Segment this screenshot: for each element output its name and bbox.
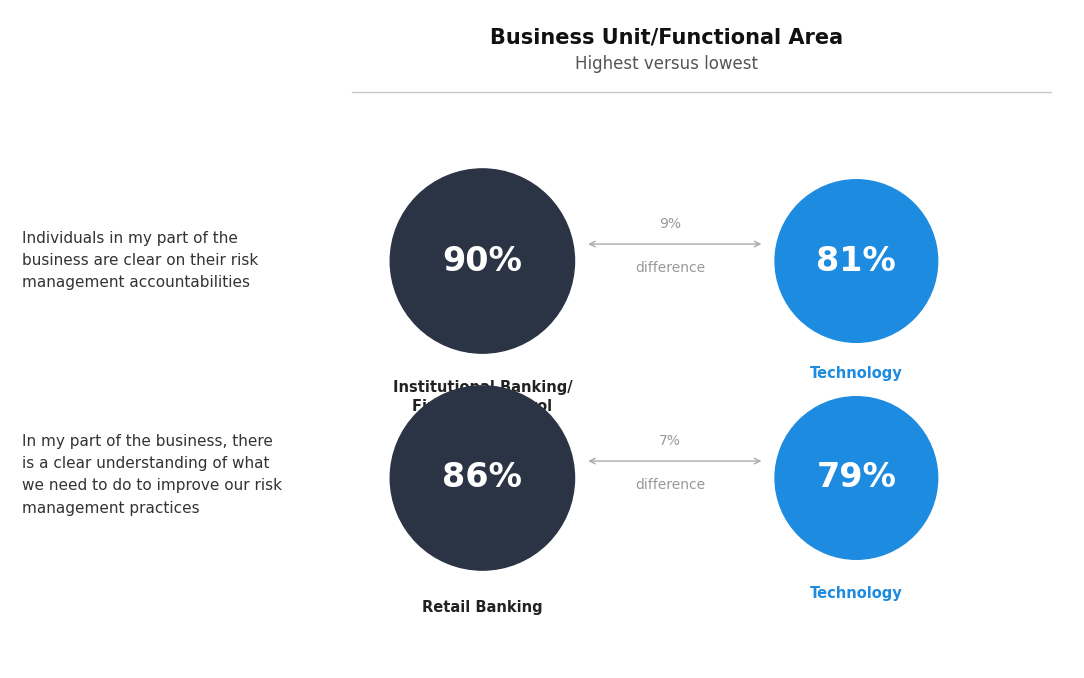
Text: 9%: 9%	[659, 217, 681, 231]
Text: In my part of the business, there
is a clear understanding of what
we need to do: In my part of the business, there is a c…	[22, 434, 282, 515]
Text: Individuals in my part of the
business are clear on their risk
management accoun: Individuals in my part of the business a…	[22, 231, 258, 290]
Ellipse shape	[390, 386, 575, 570]
Text: Business Unit/Functional Area: Business Unit/Functional Area	[490, 27, 843, 47]
Text: Technology: Technology	[810, 366, 903, 381]
Ellipse shape	[775, 397, 938, 559]
Text: 86%: 86%	[442, 462, 522, 494]
Text: 81%: 81%	[816, 245, 896, 277]
Text: 90%: 90%	[442, 245, 522, 277]
Ellipse shape	[390, 169, 575, 353]
Text: Highest versus lowest: Highest versus lowest	[576, 56, 758, 73]
Text: Retail Banking: Retail Banking	[422, 600, 543, 615]
Text: Institutional Banking/
Financial Control: Institutional Banking/ Financial Control	[392, 380, 572, 414]
Text: Technology: Technology	[810, 586, 903, 601]
Ellipse shape	[775, 180, 938, 342]
Text: difference: difference	[635, 261, 705, 275]
Text: 7%: 7%	[659, 434, 681, 447]
Text: 79%: 79%	[816, 462, 896, 494]
Text: difference: difference	[635, 478, 705, 492]
